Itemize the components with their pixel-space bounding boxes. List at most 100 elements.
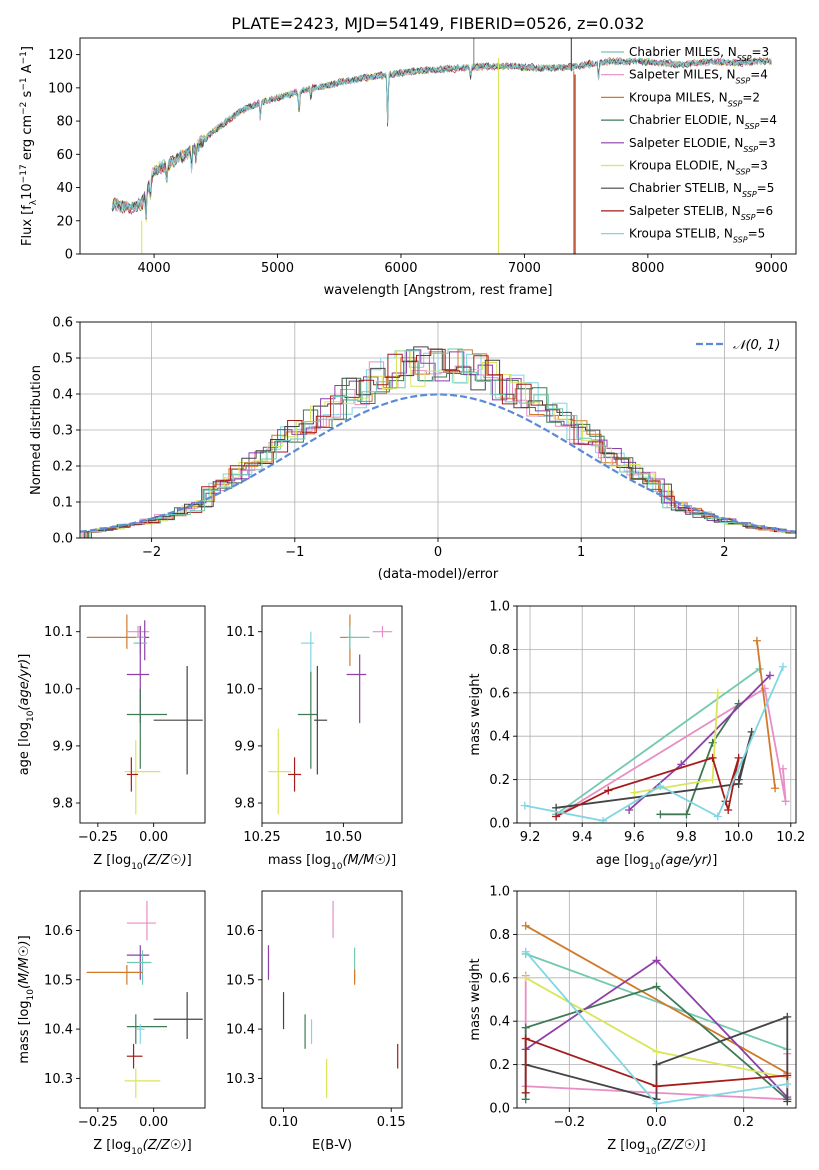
y-tick-label: 9.8 <box>234 797 255 812</box>
y-axis-label: age [log10(age/yr)] <box>17 654 36 776</box>
plot-area <box>86 614 203 815</box>
y-tick-label: 0.2 <box>489 1058 510 1073</box>
plot-area <box>268 614 393 815</box>
data-point <box>652 1082 661 1091</box>
plot-area <box>86 900 203 1099</box>
y-tick-label: 0.2 <box>489 773 510 788</box>
y-tick-label: 100 <box>48 81 73 96</box>
panel-mass_vs_Z: −0.25 0.00 10.3 10.4 10.5 10.6 Z [log10(Z/Z☉)]… <box>17 890 206 1157</box>
x-tick-label: 10.2 <box>776 830 805 845</box>
axes-frame-rect <box>516 605 797 824</box>
histogram-chabrier-miles <box>89 348 796 538</box>
x-tick-label: 10.25 <box>243 830 280 845</box>
spectrum-line-kroupa-stelib <box>111 56 772 219</box>
figure-title: PLATE=2423, MJD=54149, FIBERID=0526, z=0… <box>231 14 644 33</box>
data-point <box>713 688 722 697</box>
data-point <box>734 753 743 762</box>
series-line-kroupa-miles <box>756 640 776 789</box>
y-tick-label: 10.1 <box>44 625 73 640</box>
x-tick-label: 0.2 <box>733 1115 754 1130</box>
data-point <box>724 805 733 814</box>
axes-frame-rect <box>79 605 206 824</box>
data-point <box>652 956 661 965</box>
legend-label: Chabrier STELIB, NSSP=5 <box>629 181 774 199</box>
x-tick-label: 6000 <box>384 261 417 276</box>
data-point <box>652 1060 661 1069</box>
data-point <box>713 812 722 821</box>
x-axis-label: age [log10(age/yr)] <box>596 853 718 872</box>
y-tick-label: 10.3 <box>44 1072 73 1087</box>
histogram-salpeter-stelib <box>86 348 796 538</box>
x-tick-label: 10.50 <box>325 830 362 845</box>
x-tick-label: −2 <box>142 545 161 560</box>
y-axis-label: mass [log10(M/M☉)] <box>17 935 36 1063</box>
legend-label: Salpeter ELODIE, NSSP=3 <box>629 136 776 154</box>
x-tick-label: 2 <box>720 545 728 560</box>
y-tick-label: 1.0 <box>489 600 510 615</box>
series-line-salpeter-stelib <box>524 1037 788 1093</box>
axes-frame-rect <box>261 605 403 824</box>
x-axis-label: Z [log10(Z/Z☉)] <box>93 1138 191 1157</box>
x-tick-label: 9.8 <box>676 830 697 845</box>
y-tick-label: 80 <box>56 115 73 130</box>
x-axis-label: wavelength [Angstrom, rest frame] <box>324 283 553 298</box>
histogram-salpeter-elodie <box>91 349 796 538</box>
data-point <box>599 816 608 823</box>
x-tick-label: 0 <box>434 545 442 560</box>
axes-frame-rect <box>261 890 403 1109</box>
y-axis-label: Normed distribution <box>29 365 44 495</box>
y-tick-label: 0.4 <box>489 1015 510 1030</box>
data-point <box>521 921 530 930</box>
panel-weight_vs_age: 9.2 9.4 9.6 9.8 10.0 10.2 0.0 0.2 0.4 0.6 0.8 1.0 ag… <box>468 600 805 873</box>
y-tick-label: 10.6 <box>226 924 255 939</box>
legend-label: 𝒩(0, 1) <box>733 338 780 353</box>
y-tick-label: 0.2 <box>52 460 73 475</box>
legend-label: Salpeter STELIB, NSSP=6 <box>629 204 773 222</box>
data-point <box>604 786 613 795</box>
y-tick-label: 0.6 <box>489 971 510 986</box>
axes-frame: −2 −1 0 1 2 0.0 0.1 0.2 0.3 0.4 0.5 0.6 𝒩(0, 1) (data… <box>29 316 797 582</box>
panel-age_vs_mass: 10.25 10.50 9.8 9.9 10.0 10.1 mass [log10(M/M☉… <box>226 605 403 872</box>
data-point <box>778 662 787 671</box>
x-tick-label: 9.6 <box>624 830 645 845</box>
axes-frame: −0.25 0.00 9.8 9.9 10.0 10.1 Z [log10(Z/Z☉)] ag… <box>17 605 206 872</box>
data-point <box>625 805 634 814</box>
x-tick-label: 0.00 <box>139 830 168 845</box>
plot-area <box>517 891 796 1108</box>
y-tick-label: 10.4 <box>226 1023 255 1038</box>
y-tick-label: 10.5 <box>44 973 73 988</box>
panel-weight_vs_Z: −0.2 0.0 0.2 0.0 0.2 0.4 0.6 0.8 1.0 Z [log10(Z/Z… <box>468 885 797 1157</box>
plot-area <box>517 606 796 823</box>
series-line-chabrier-miles <box>555 668 761 816</box>
x-tick-label: 4000 <box>138 261 171 276</box>
y-tick-label: 0.8 <box>489 643 510 658</box>
y-tick-label: 0.0 <box>489 1102 510 1117</box>
y-tick-label: 60 <box>56 148 73 163</box>
x-tick-label: 8000 <box>631 261 664 276</box>
histogram-chabrier-stelib <box>83 346 796 538</box>
x-tick-label: −1 <box>285 545 304 560</box>
x-tick-label: 0.0 <box>646 1115 667 1130</box>
x-tick-label: 0.00 <box>139 1115 168 1130</box>
x-axis-label: mass [log10(M/M☉)] <box>268 853 396 872</box>
data-point <box>783 1097 792 1106</box>
histogram-kroupa-elodie <box>80 350 796 538</box>
y-tick-label: 10.5 <box>226 973 255 988</box>
x-tick-label: −0.25 <box>78 1115 118 1130</box>
x-tick-label: 9.2 <box>520 830 541 845</box>
data-point <box>783 1012 792 1021</box>
x-axis-label: (data-model)/error <box>378 567 499 582</box>
data-point <box>765 671 774 680</box>
y-tick-label: 9.9 <box>234 739 255 754</box>
axes-frame: 0.10 0.15 10.3 10.4 10.5 10.6 E(B-V) <box>226 890 406 1153</box>
data-point <box>771 784 780 793</box>
y-tick-label: 0.8 <box>489 928 510 943</box>
y-tick-label: 0.5 <box>52 352 73 367</box>
data-point <box>781 797 790 806</box>
y-tick-label: 0.6 <box>52 316 73 331</box>
axes-frame: −0.2 0.0 0.2 0.0 0.2 0.4 0.6 0.8 1.0 Z [log10(Z/Z… <box>468 885 797 1157</box>
legend-label: Kroupa MILES, NSSP=2 <box>629 90 760 108</box>
histogram-chabrier-elodie <box>88 360 796 538</box>
y-tick-label: 40 <box>56 181 73 196</box>
x-axis-label: Z [log10(Z/Z☉)] <box>93 853 191 872</box>
